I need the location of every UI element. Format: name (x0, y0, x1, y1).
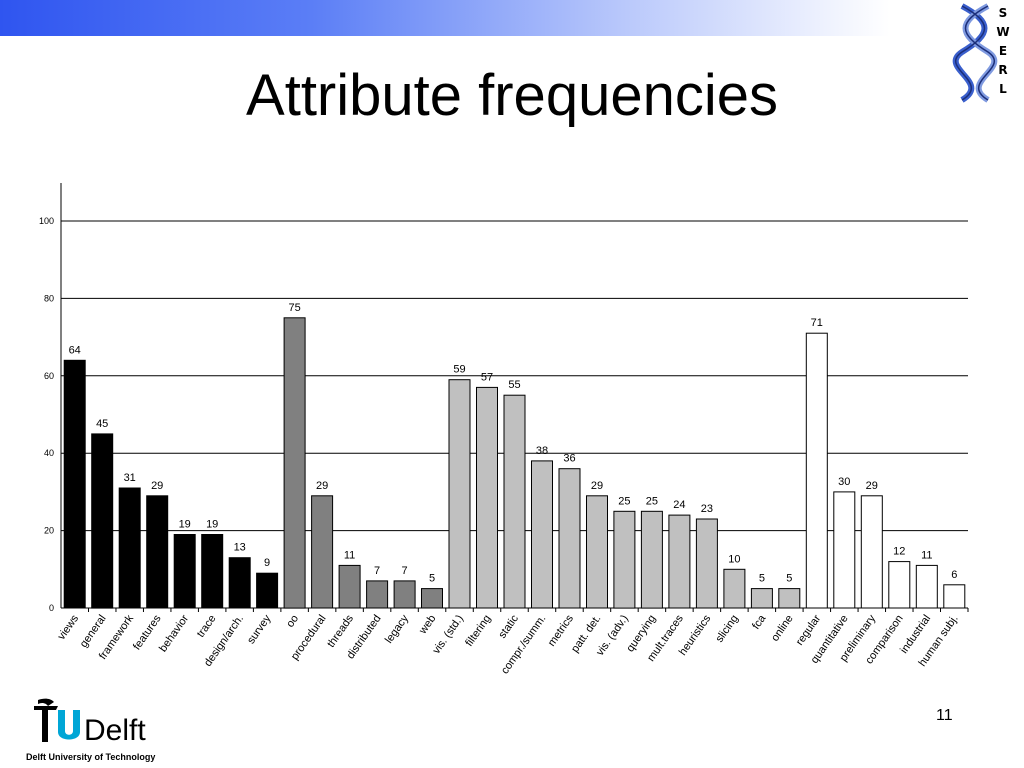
bar (448, 379, 471, 609)
category-label: filtering (463, 613, 493, 649)
data-label: 29 (316, 480, 328, 492)
category-label: survey (245, 612, 274, 646)
category-label: legacy (383, 612, 411, 645)
bar (366, 580, 389, 609)
data-label: 12 (893, 546, 905, 558)
category-label: online (769, 613, 796, 644)
y-tick-label: 20 (44, 526, 54, 536)
data-label: 25 (618, 495, 630, 507)
tudelft-logo: Delft (34, 698, 146, 747)
slide-title: Attribute frequencies (246, 63, 778, 128)
swerl-letter: W (996, 25, 1010, 39)
bar (338, 564, 361, 609)
category-label: slicing (713, 613, 740, 645)
bar (311, 495, 334, 609)
bar (833, 491, 856, 609)
data-label: 57 (481, 371, 493, 383)
data-label: 5 (759, 573, 765, 585)
category-label: trace (195, 613, 219, 640)
bar (695, 518, 718, 609)
category-label: web (416, 613, 438, 637)
bar (421, 588, 443, 609)
logo-wordmark: Delft (84, 714, 146, 747)
category-label: static (496, 612, 521, 640)
data-label: 24 (673, 499, 685, 511)
y-tick-label: 80 (44, 293, 54, 303)
data-label: 11 (344, 549, 355, 561)
bar (558, 468, 581, 609)
bar (283, 317, 306, 609)
data-label: 7 (402, 565, 408, 577)
bar (778, 588, 801, 609)
data-label: 31 (124, 472, 136, 484)
logo-subtitle: Delft University of Technology (26, 752, 156, 762)
swerl-letter: S (998, 6, 1008, 20)
bar (613, 510, 636, 609)
data-label: 9 (264, 557, 270, 569)
category-label: oo (284, 613, 301, 630)
data-label: 71 (811, 317, 823, 329)
data-label: 5 (786, 573, 792, 585)
data-label: 19 (206, 519, 218, 531)
category-label: views (56, 612, 82, 642)
bar (146, 495, 169, 609)
swerl-letter: L (999, 82, 1007, 96)
bar (915, 564, 938, 609)
data-label: 25 (646, 495, 658, 507)
data-label: 38 (536, 445, 548, 457)
data-label: 29 (866, 480, 878, 492)
data-label: 75 (288, 302, 300, 314)
dna-helix-icon (952, 3, 998, 103)
bar (860, 495, 883, 609)
bar (118, 487, 141, 609)
bar (63, 359, 86, 609)
data-label: 29 (591, 480, 603, 492)
bar (943, 584, 966, 609)
swerl-letter: R (998, 63, 1008, 77)
data-label: 59 (453, 364, 465, 376)
bar (640, 510, 663, 609)
attribute-frequency-bar-chart: 02040608010064views45general31framework2… (39, 183, 969, 676)
data-label: 13 (234, 542, 246, 554)
bar (173, 534, 196, 609)
data-label: 45 (96, 418, 108, 430)
bar (723, 568, 746, 609)
data-label: 36 (563, 453, 575, 465)
y-tick-label: 40 (44, 448, 54, 458)
data-label: 19 (179, 519, 191, 531)
data-label: 55 (508, 379, 520, 391)
data-label: 30 (838, 476, 850, 488)
data-label: 7 (374, 565, 380, 577)
swerl-letter: E (998, 44, 1008, 58)
data-label: 6 (951, 569, 957, 581)
data-label: 23 (701, 503, 713, 515)
bar (750, 588, 773, 609)
bar (201, 534, 224, 609)
data-label: 10 (728, 553, 740, 565)
y-tick-label: 0 (49, 603, 54, 613)
category-label: fca (750, 612, 769, 632)
bar (668, 514, 691, 609)
bar (888, 561, 911, 609)
data-label: 5 (429, 573, 435, 585)
bar (91, 433, 114, 609)
swerl-wordmark: S W E R L (993, 4, 1013, 99)
page-number: 11 (936, 707, 953, 724)
y-tick-label: 60 (44, 371, 54, 381)
bar (586, 495, 608, 609)
bar (228, 557, 251, 609)
data-label: 64 (69, 344, 81, 356)
data-label: 11 (921, 549, 932, 561)
bar (256, 572, 279, 609)
bar (503, 394, 526, 609)
header-gradient-band (0, 0, 890, 36)
bar (476, 386, 498, 609)
bar (531, 460, 553, 609)
bar (393, 580, 416, 609)
bar (805, 332, 828, 609)
y-tick-label: 100 (39, 216, 54, 226)
data-label: 29 (151, 480, 163, 492)
